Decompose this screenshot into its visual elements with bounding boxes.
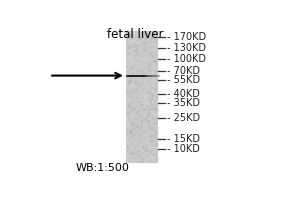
Bar bbox=[138, 75, 139, 77]
Bar bbox=[156, 75, 157, 77]
Bar bbox=[136, 75, 137, 77]
Text: - 55KD: - 55KD bbox=[167, 75, 200, 85]
Text: - 70KD: - 70KD bbox=[167, 66, 200, 76]
Bar bbox=[145, 75, 146, 77]
Bar bbox=[154, 75, 155, 77]
Bar bbox=[143, 75, 144, 77]
Text: - 10KD: - 10KD bbox=[167, 144, 200, 154]
Text: - 130KD: - 130KD bbox=[167, 43, 206, 53]
Text: WB:1:500: WB:1:500 bbox=[76, 163, 130, 173]
Bar bbox=[153, 75, 154, 77]
Bar bbox=[152, 75, 153, 77]
Bar bbox=[126, 75, 127, 77]
Bar bbox=[151, 75, 152, 77]
Bar bbox=[126, 31, 158, 163]
Bar bbox=[140, 75, 142, 77]
Bar bbox=[147, 75, 148, 77]
Text: - 25KD: - 25KD bbox=[167, 113, 200, 123]
Text: - 40KD: - 40KD bbox=[167, 89, 200, 99]
Bar bbox=[155, 75, 156, 77]
Bar bbox=[128, 75, 129, 77]
Bar bbox=[133, 75, 134, 77]
Bar bbox=[158, 75, 160, 77]
Bar bbox=[148, 75, 149, 77]
Bar bbox=[127, 75, 128, 77]
Bar bbox=[131, 75, 133, 77]
Bar bbox=[137, 75, 138, 77]
Bar bbox=[135, 75, 136, 77]
Bar bbox=[129, 75, 130, 77]
Bar bbox=[139, 75, 140, 77]
Bar bbox=[142, 75, 143, 77]
Text: fetal liver: fetal liver bbox=[107, 28, 164, 41]
Bar bbox=[146, 75, 147, 77]
Text: - 170KD: - 170KD bbox=[167, 32, 206, 42]
Bar bbox=[144, 75, 145, 77]
Text: - 100KD: - 100KD bbox=[167, 54, 206, 64]
Text: - 35KD: - 35KD bbox=[167, 98, 200, 108]
Bar bbox=[157, 75, 158, 77]
Text: - 15KD: - 15KD bbox=[167, 134, 200, 144]
Bar bbox=[149, 75, 151, 77]
Bar bbox=[134, 75, 135, 77]
Bar bbox=[130, 75, 131, 77]
